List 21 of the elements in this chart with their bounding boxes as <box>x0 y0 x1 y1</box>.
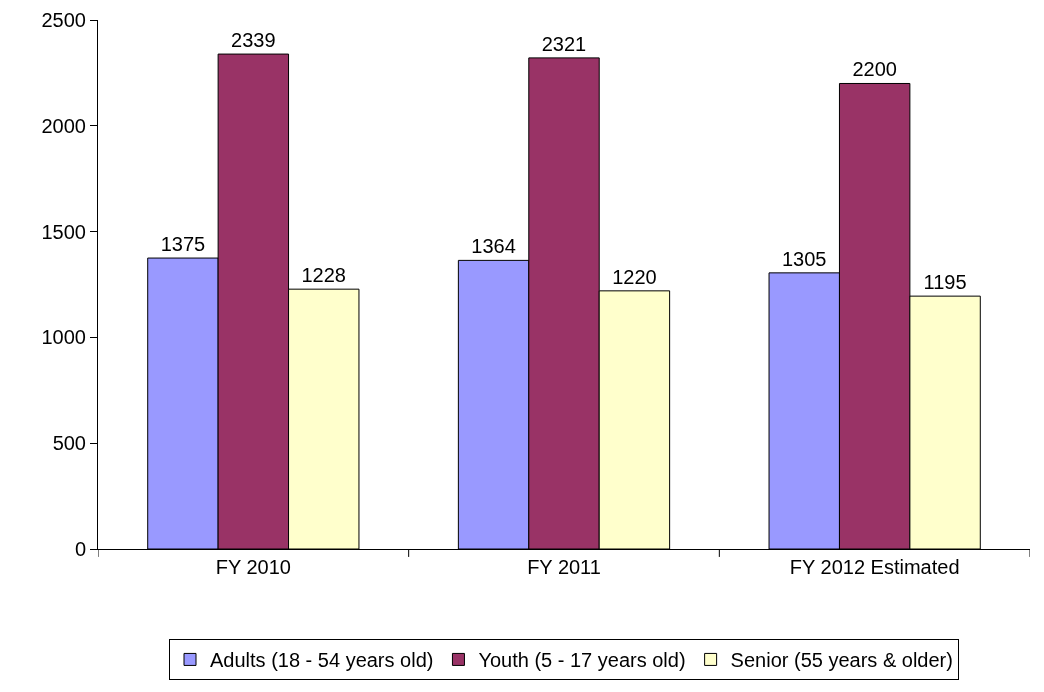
data-label: 1228 <box>301 264 346 287</box>
data-label: 1195 <box>923 271 967 294</box>
x-tick-label: FY 2012 Estimated <box>789 556 960 578</box>
y-tick-label: 0 <box>74 538 86 560</box>
y-tick-label: 2000 <box>41 114 86 137</box>
data-label: 1364 <box>471 235 516 258</box>
data-label: 1375 <box>160 233 206 256</box>
y-tick-label: 2500 <box>41 9 86 31</box>
data-label: 2200 <box>852 58 897 81</box>
x-tick-label: FY 2011 <box>527 556 601 578</box>
x-tick-label: FY 2010 <box>215 556 291 578</box>
y-tick-label: 1500 <box>41 220 86 243</box>
y-tick-label: 1000 <box>41 326 86 349</box>
data-label: 1305 <box>782 247 827 270</box>
data-label: 2339 <box>231 29 276 52</box>
legend-label: Youth (5 - 17 years old) <box>478 649 686 672</box>
data-label: 2321 <box>541 32 587 55</box>
legend-label: Adults (18 - 54 years old) <box>210 649 434 672</box>
data-label: 1220 <box>612 265 657 288</box>
legend-label: Senior (55 years & older) <box>730 649 953 672</box>
y-tick-label: 500 <box>52 432 86 455</box>
